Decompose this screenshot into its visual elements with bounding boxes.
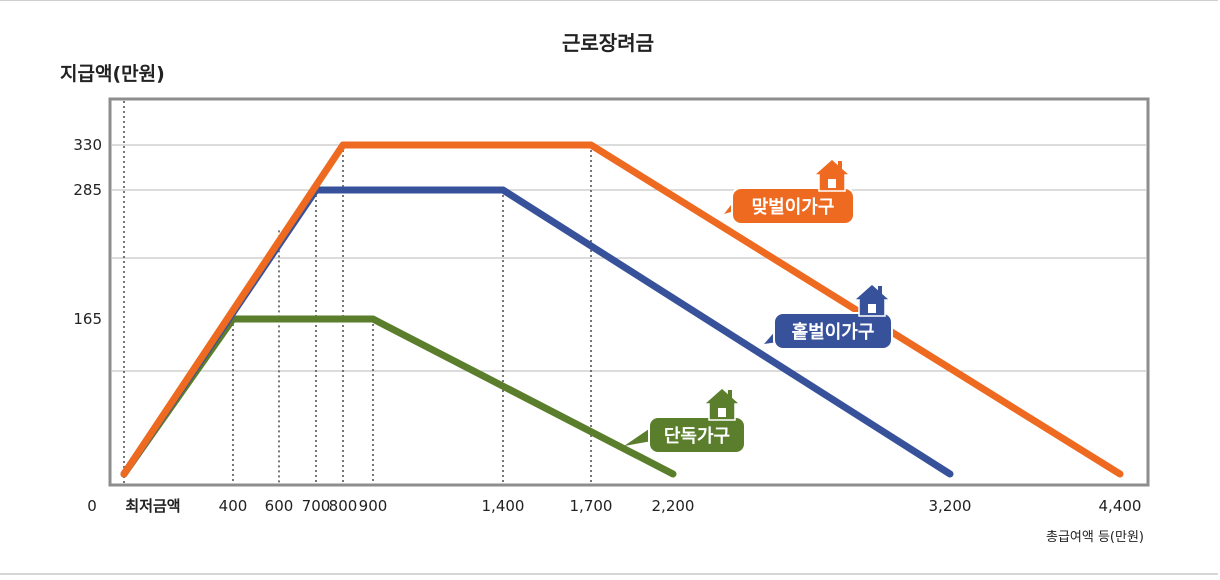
house-chimney — [878, 286, 882, 294]
y-tick-label: 330 — [73, 136, 102, 154]
y-tick-label: 165 — [73, 310, 102, 328]
plot-area — [108, 97, 1150, 487]
x-axis-label: 총급여액 등(만원) — [1046, 530, 1144, 545]
series-lines — [120, 141, 1124, 478]
x-tick-label: 400 — [219, 497, 248, 515]
guide-lines — [123, 101, 592, 483]
series-label: 단독가구 — [664, 426, 730, 447]
x-tick-label: 1,700 — [570, 497, 613, 515]
x-min-label: 최저금액 — [125, 497, 180, 515]
x-tick-label: 2,200 — [652, 497, 695, 515]
chart-title: 근로장려금 — [562, 31, 654, 55]
series-label: 맞벌이가구 — [752, 197, 835, 218]
x-tick-label: 3,200 — [929, 497, 972, 515]
house-window — [718, 408, 726, 417]
house-window — [828, 179, 836, 188]
series-label-badge — [648, 416, 746, 454]
x-tick-label: 4,400 — [1099, 497, 1142, 515]
x-tick-label: 900 — [359, 497, 388, 515]
y-axis-label: 지급액(만원) — [60, 63, 165, 85]
x-origin-label: 0 — [87, 497, 97, 515]
grid-lines — [112, 144, 1146, 372]
series-label: 홑벌이가구 — [792, 321, 875, 343]
house-icon — [702, 386, 742, 421]
x-tick-label: 600 — [265, 497, 294, 515]
house-icon — [852, 282, 892, 317]
label-pointer — [624, 427, 652, 446]
house-window — [868, 304, 876, 313]
y-tick-label: 285 — [73, 181, 102, 199]
series-label-badge — [731, 187, 855, 225]
x-tick-label: 800 — [329, 497, 358, 515]
series-label-badge — [773, 312, 893, 350]
series-line — [120, 141, 1124, 478]
x-tick-label: 700 — [302, 497, 331, 515]
house-chimney — [838, 161, 842, 169]
house-icon — [812, 157, 852, 192]
x-tick-label: 1,400 — [482, 497, 525, 515]
house-chimney — [728, 390, 732, 398]
